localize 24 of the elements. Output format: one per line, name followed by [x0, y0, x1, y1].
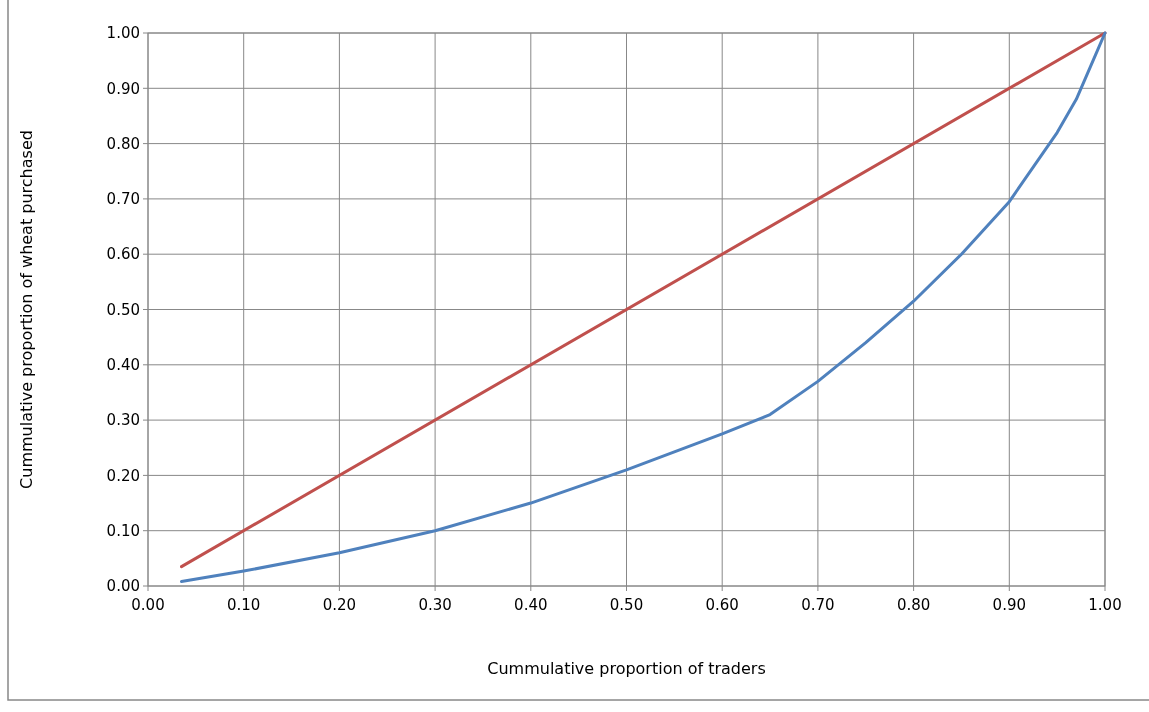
- x-tick-label: 0.30: [418, 596, 452, 614]
- y-tick-label: 1.00: [106, 24, 140, 43]
- y-tick-label: 0.30: [106, 411, 140, 430]
- y-tick-label: 0.90: [106, 79, 140, 98]
- x-tick-label: 0.40: [514, 596, 548, 614]
- y-tick-label: 0.60: [106, 245, 140, 264]
- x-tick-label: 0.60: [705, 596, 739, 614]
- y-tick-label: 0.80: [106, 134, 140, 153]
- x-tick-label: 0.10: [227, 596, 261, 614]
- x-tick-label: 0.80: [896, 596, 931, 614]
- x-tick-label: 0.00: [131, 596, 165, 614]
- x-axis-title: Cummulative proportion of traders: [487, 659, 766, 678]
- x-tick-label: 1.00: [1088, 596, 1122, 614]
- x-tick-label: 0.90: [992, 596, 1026, 614]
- x-tick-label: 0.20: [322, 596, 357, 614]
- y-axis-title: Cummulative proportion of wheat purchased: [17, 130, 36, 489]
- y-tick-label: 0.00: [106, 577, 140, 596]
- y-tick-label: 0.20: [106, 466, 140, 485]
- y-tick-label: 0.50: [106, 300, 140, 319]
- y-tick-label: 0.10: [106, 521, 140, 540]
- x-tick-label: 0.70: [801, 596, 835, 614]
- y-tick-label: 0.70: [106, 190, 140, 209]
- y-tick-label: 0.40: [106, 356, 140, 375]
- x-tick-label: 0.50: [609, 596, 644, 614]
